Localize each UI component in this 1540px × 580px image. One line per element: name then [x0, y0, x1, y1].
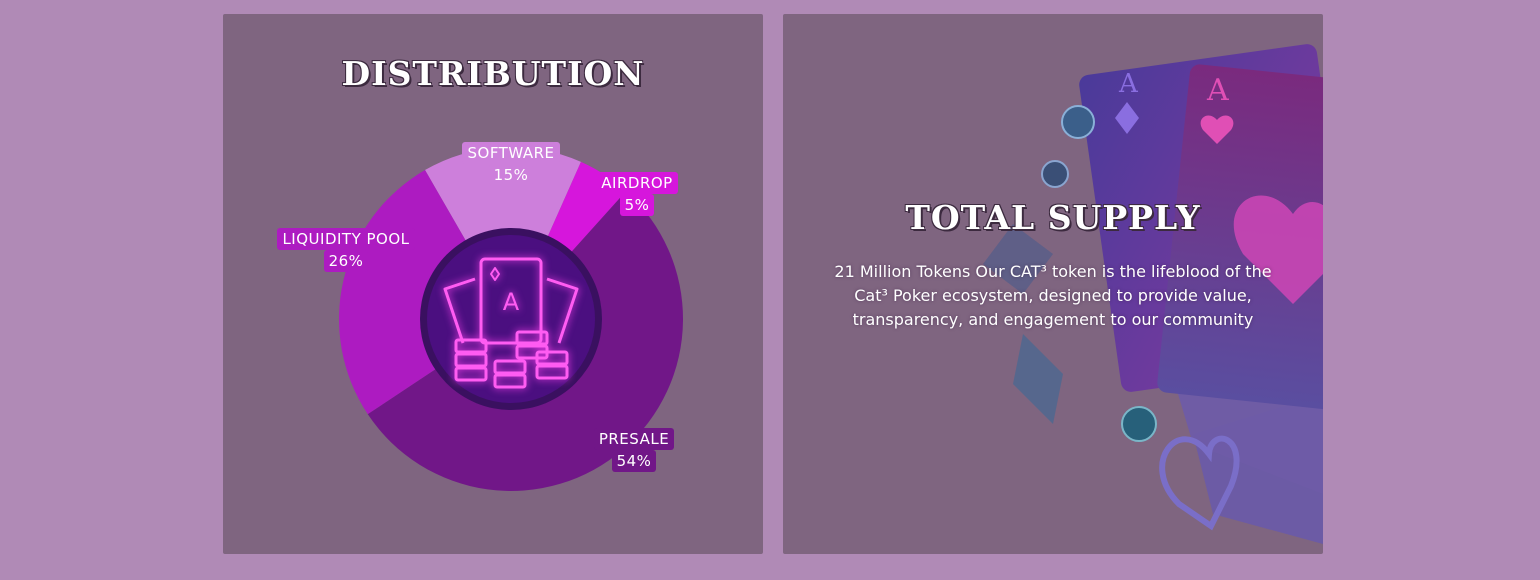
- segment-percent: 5%: [620, 194, 655, 216]
- svg-text:A: A: [503, 288, 520, 316]
- orb-1: [1062, 106, 1094, 138]
- segment-label-software: SOFTWARE 15%: [451, 142, 571, 186]
- center-icon-badge: [420, 228, 602, 410]
- total-supply-description: 21 Million Tokens Our CAT³ token is the …: [823, 260, 1283, 332]
- card-rank-left: A: [1118, 69, 1139, 99]
- card-rank-right: A: [1206, 73, 1229, 108]
- segment-percent: 26%: [324, 250, 369, 272]
- segment-label-airdrop: AIRDROP 5%: [587, 172, 687, 216]
- distribution-donut-chart: A: [223, 14, 763, 554]
- segment-percent: 54%: [612, 450, 657, 472]
- distribution-panel: DISTRIBUTION A SOFTWARE 15% AIRDROP: [223, 14, 763, 554]
- total-supply-title: TOTAL SUPPLY: [783, 198, 1323, 237]
- segment-name: LIQUIDITY POOL: [277, 228, 414, 250]
- segment-percent: 15%: [489, 164, 534, 186]
- orb-3: [1122, 407, 1156, 441]
- segment-label-liquidity-pool: LIQUIDITY POOL 26%: [261, 228, 431, 272]
- segment-name: SOFTWARE: [462, 142, 559, 164]
- total-supply-panel: A A TOTAL SUPPLY 21 Million Tokens Our C…: [783, 14, 1323, 554]
- segment-name: PRESALE: [594, 428, 674, 450]
- orb-2: [1042, 161, 1068, 187]
- segment-label-presale: PRESALE 54%: [581, 428, 687, 472]
- segment-name: AIRDROP: [596, 172, 677, 194]
